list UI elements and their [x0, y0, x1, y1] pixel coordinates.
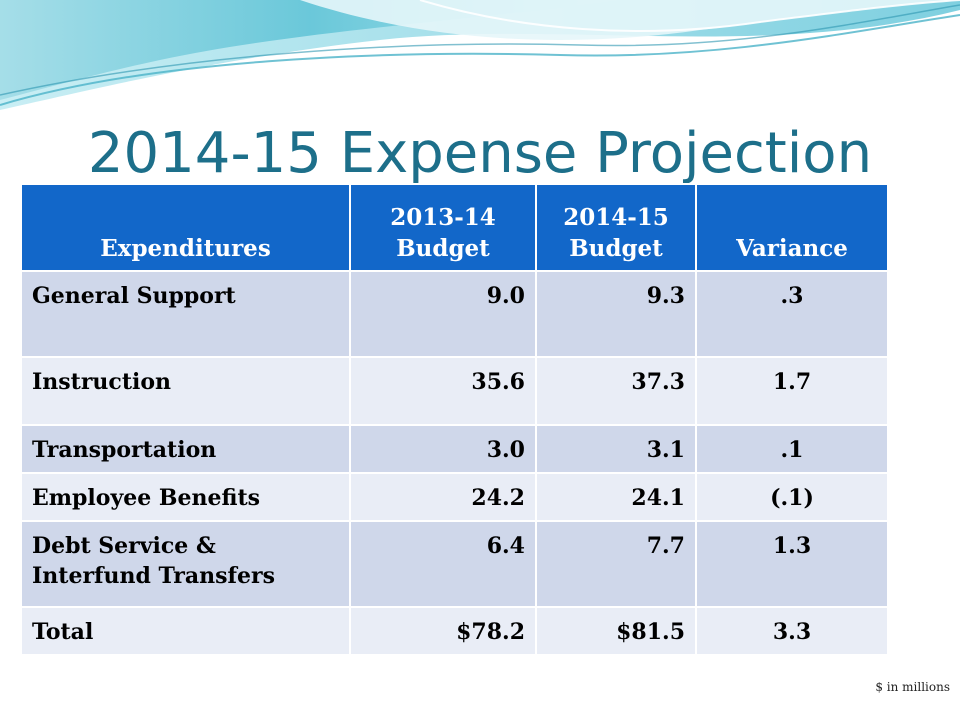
header-variance: Variance	[695, 183, 889, 272]
row-label: Instruction	[20, 356, 351, 426]
units-footnote: $ in millions	[875, 680, 950, 694]
row-label: Employee Benefits	[20, 472, 351, 522]
cell-variance: 1.3	[695, 520, 889, 608]
header-budget-2014-15: 2014-15 Budget	[535, 183, 697, 272]
table-row: Instruction 35.6 37.3 1.7	[20, 356, 889, 426]
row-label: General Support	[20, 270, 351, 358]
table-row: Employee Benefits 24.2 24.1 (.1)	[20, 472, 889, 522]
row-label: Transportation	[20, 424, 351, 474]
table-row: Transportation 3.0 3.1 .1	[20, 424, 889, 474]
cell-budget-2013-14: 6.4	[349, 520, 537, 608]
header-expenditures: Expenditures	[20, 183, 351, 272]
cell-budget-2013-14: 3.0	[349, 424, 537, 474]
cell-variance: .1	[695, 424, 889, 474]
cell-variance: 1.7	[695, 356, 889, 426]
cell-budget-2014-15: 24.1	[535, 472, 697, 522]
table-header-row: Expenditures 2013-14 Budget 2014-15 Budget…	[20, 183, 889, 272]
row-label: Debt Service & Interfund Transfers	[20, 520, 351, 608]
header-budget-2013-14: 2013-14 Budget	[349, 183, 537, 272]
row-label: Total	[20, 606, 351, 656]
table-row: General Support 9.0 9.3 .3	[20, 270, 889, 358]
cell-budget-2013-14: $78.2	[349, 606, 537, 656]
table-row-total: Total $78.2 $81.5 3.3	[20, 606, 889, 656]
table-row: Debt Service & Interfund Transfers 6.4 7.…	[20, 520, 889, 608]
cell-budget-2014-15: 3.1	[535, 424, 697, 474]
cell-variance: .3	[695, 270, 889, 358]
cell-budget-2013-14: 9.0	[349, 270, 537, 358]
expense-table: Expenditures 2013-14 Budget 2014-15 Budget…	[20, 183, 889, 656]
cell-budget-2014-15: 7.7	[535, 520, 697, 608]
cell-budget-2014-15: $81.5	[535, 606, 697, 656]
cell-variance: (.1)	[695, 472, 889, 522]
cell-budget-2014-15: 37.3	[535, 356, 697, 426]
cell-variance: 3.3	[695, 606, 889, 656]
cell-budget-2013-14: 35.6	[349, 356, 537, 426]
page-title: 2014-15 Expense Projection	[87, 121, 873, 186]
decorative-wave-banner	[0, 0, 960, 110]
cell-budget-2013-14: 24.2	[349, 472, 537, 522]
cell-budget-2014-15: 9.3	[535, 270, 697, 358]
